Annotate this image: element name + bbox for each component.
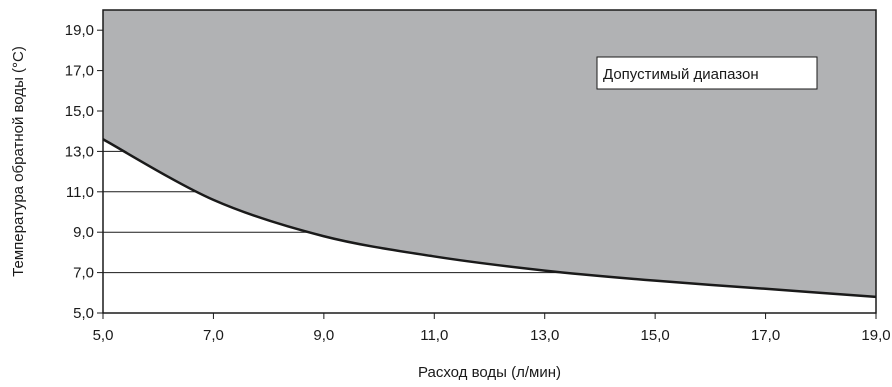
- ticks-layer: 5,0 7,0 9,0 11,0 13,0 15,0 17,0 19,0 5,0 7,0 9,0 11…: [65, 22, 891, 344]
- x-tick-label: 7,0: [203, 327, 224, 344]
- y-tick-label: 7,0: [73, 265, 94, 282]
- boundary-curve: [102, 138, 877, 299]
- legend-box: Допустимый диапазон: [596, 56, 818, 90]
- axes-layer: [102, 9, 877, 314]
- x-tick-label: 11,0: [420, 327, 448, 344]
- y-tick-label: 11,0: [66, 184, 94, 201]
- y-tick-label: 9,0: [73, 224, 94, 241]
- legend-rect: [596, 56, 818, 90]
- y-tick-label: 19,0: [65, 22, 94, 39]
- allowed-range-area: [103, 10, 876, 297]
- x-tick-label: 19,0: [861, 327, 890, 344]
- y-axis-title: Температура обратной воды (°C): [10, 46, 27, 277]
- x-tick-label: 9,0: [313, 327, 334, 344]
- x-tick-label: 17,0: [751, 327, 780, 344]
- y-tick-label: 5,0: [73, 305, 94, 322]
- x-axis-title: Расход воды (л/мин): [418, 364, 561, 381]
- x-tick-label: 5,0: [93, 327, 114, 344]
- y-tick-label: 15,0: [65, 103, 94, 120]
- plot-frame: [102, 9, 877, 314]
- y-tick-label: 17,0: [65, 63, 94, 80]
- x-tick-label: 13,0: [530, 327, 559, 344]
- legend-label: Допустимый диапазон: [603, 66, 759, 83]
- y-tick-label: 13,0: [65, 143, 94, 160]
- x-tick-label: 15,0: [641, 327, 670, 344]
